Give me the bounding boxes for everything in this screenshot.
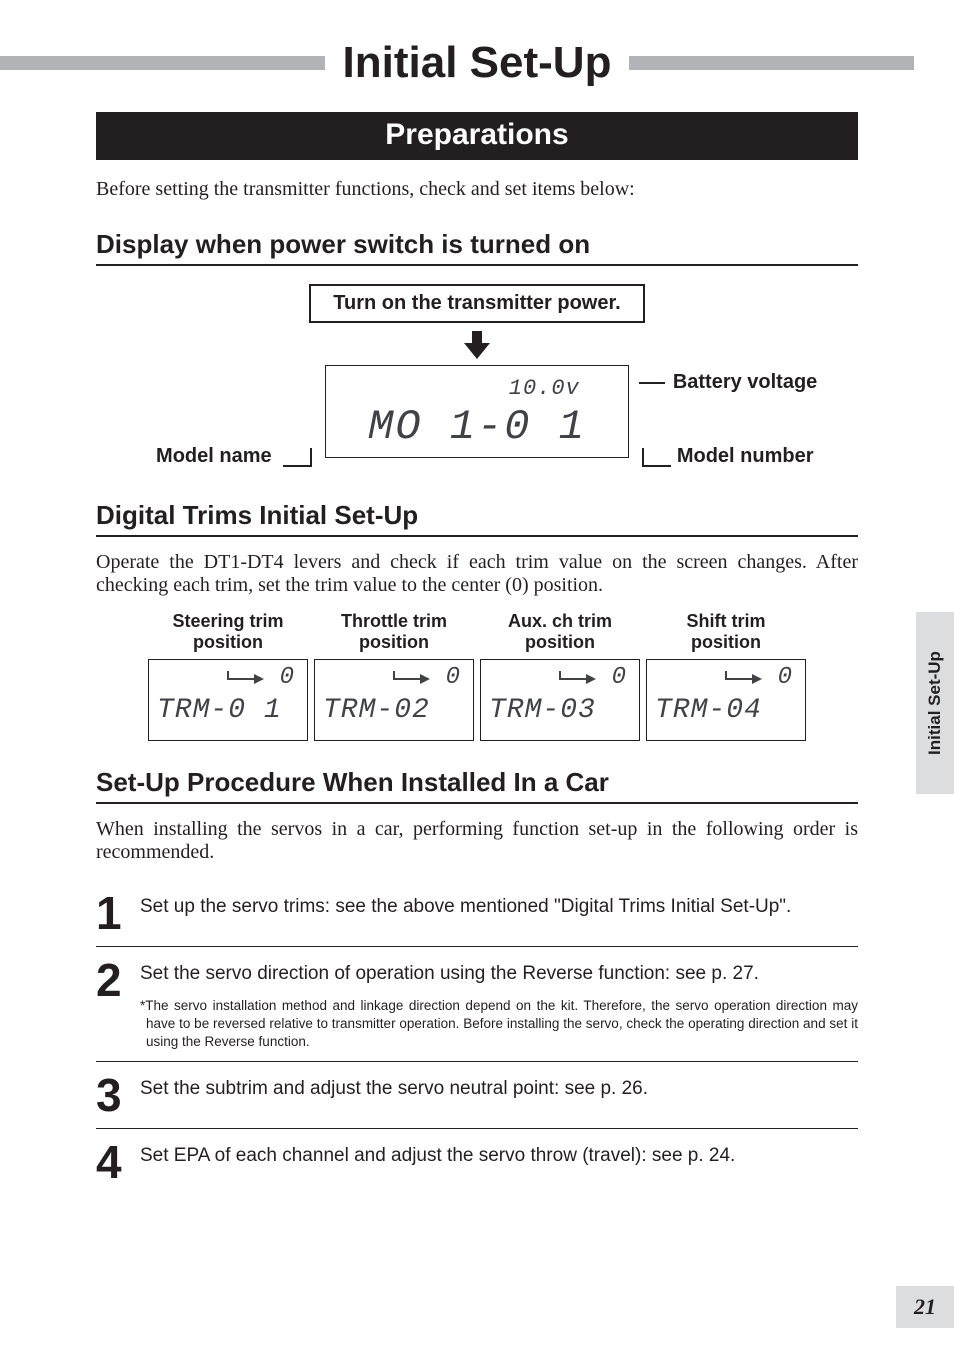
side-tab: Initial Set-Up <box>916 612 954 794</box>
lcd-wrap: 10.0v MO 1-0 1 Battery voltage Model nam… <box>325 365 629 458</box>
step-row: 3 Set the subtrim and adjust the servo n… <box>96 1062 858 1129</box>
trim-lcd: 0 TRM-04 <box>646 659 806 741</box>
page-number: 21 <box>914 1294 936 1320</box>
trim-col: Steering trimposition 0 TRM-0 1 <box>148 611 308 741</box>
callout-model-name-label: Model name <box>156 445 272 467</box>
trim-header: Aux. ch trimposition <box>480 611 640 655</box>
trim-lcd: 0 TRM-0 1 <box>148 659 308 741</box>
trim-id: TRM-0 1 <box>157 695 299 726</box>
subhead-setup: Set-Up Procedure When Installed In a Car <box>96 767 858 804</box>
step-body: Set EPA of each channel and adjust the s… <box>140 1137 858 1169</box>
trim-header: Steering trimposition <box>148 611 308 655</box>
side-tab-label: Initial Set-Up <box>925 651 945 755</box>
subhead-trims: Digital Trims Initial Set-Up <box>96 500 858 537</box>
callout-battery: Battery voltage <box>629 371 818 394</box>
step-body: Set the subtrim and adjust the servo neu… <box>140 1070 858 1102</box>
trim-row: Steering trimposition 0 TRM-0 1 Throttle… <box>96 611 858 741</box>
trims-paragraph: Operate the DT1-DT4 levers and check if … <box>96 551 858 597</box>
step-body: Set the servo direction of operation usi… <box>140 955 858 1051</box>
intro-text: Before setting the transmitter functions… <box>96 178 858 201</box>
trim-col: Shift trimposition 0 TRM-04 <box>646 611 806 741</box>
trim-id: TRM-04 <box>655 695 797 726</box>
trim-value: 0 <box>323 664 465 691</box>
step-row: 4 Set EPA of each channel and adjust the… <box>96 1129 858 1195</box>
step-note: *The servo installation method and linka… <box>140 997 858 1052</box>
trim-lcd: 0 TRM-03 <box>480 659 640 741</box>
step-number: 2 <box>96 955 140 1003</box>
steps-list: 1 Set up the servo trims: see the above … <box>96 880 858 1195</box>
step-number: 3 <box>96 1070 140 1118</box>
page: Initial Set-Up Preparations Before setti… <box>0 0 954 1356</box>
subhead-display: Display when power switch is turned on <box>96 229 858 266</box>
step-text: Set the servo direction of operation usi… <box>140 961 858 987</box>
trim-header: Throttle trimposition <box>314 611 474 655</box>
page-title: Initial Set-Up <box>0 38 954 88</box>
trim-value: 0 <box>157 664 299 691</box>
trim-id: TRM-02 <box>323 695 465 726</box>
step-text: Set EPA of each channel and adjust the s… <box>140 1143 858 1169</box>
trim-header: Shift trimposition <box>646 611 806 655</box>
setup-paragraph: When installing the servos in a car, per… <box>96 818 858 864</box>
step-number: 1 <box>96 888 140 936</box>
step-number: 4 <box>96 1137 140 1185</box>
step-text: Set the subtrim and adjust the servo neu… <box>140 1076 858 1102</box>
callout-model-number: Model number <box>629 445 814 468</box>
diagram-power-on: Turn on the transmitter power. 10.0v MO … <box>96 284 858 458</box>
trim-col: Aux. ch trimposition 0 TRM-03 <box>480 611 640 741</box>
arrow-down-icon <box>96 331 858 359</box>
content: Preparations Before setting the transmit… <box>0 112 954 1195</box>
trim-value: 0 <box>655 664 797 691</box>
trim-value: 0 <box>489 664 631 691</box>
callout-battery-label: Battery voltage <box>673 371 818 393</box>
trim-lcd: 0 TRM-02 <box>314 659 474 741</box>
trim-col: Throttle trimposition 0 TRM-02 <box>314 611 474 741</box>
step-row: 2 Set the servo direction of operation u… <box>96 947 858 1062</box>
step-row: 1 Set up the servo trims: see the above … <box>96 880 858 947</box>
step-text: Set up the servo trims: see the above me… <box>140 894 858 920</box>
lcd-model: MO 1-0 1 <box>368 403 586 451</box>
title-wrap: Initial Set-Up <box>0 38 954 88</box>
step-body: Set up the servo trims: see the above me… <box>140 888 858 920</box>
page-title-text: Initial Set-Up <box>325 38 630 87</box>
section-banner: Preparations <box>96 112 858 160</box>
page-number-tab: 21 <box>896 1286 954 1328</box>
lcd-box: 10.0v MO 1-0 1 <box>325 365 629 458</box>
callout-model-name: Model name <box>156 445 325 468</box>
trim-id: TRM-03 <box>489 695 631 726</box>
lcd-battery-voltage: 10.0v <box>368 376 586 401</box>
callout-model-number-label: Model number <box>677 445 814 467</box>
step-box: Turn on the transmitter power. <box>309 284 644 323</box>
